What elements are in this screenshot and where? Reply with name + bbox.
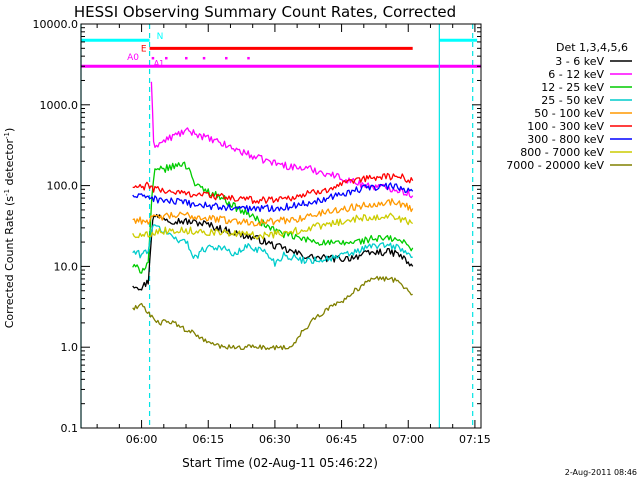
flag-label-a1: A1 — [154, 59, 165, 68]
series-lines — [132, 81, 414, 351]
y-tick-label-1: 1.0 — [61, 341, 79, 354]
x-tick-label-2: 06:30 — [259, 433, 291, 446]
series-line-6 — [132, 182, 414, 213]
flag-marker-a1-4 — [225, 56, 228, 60]
flag-label-a0: A0 — [127, 53, 139, 63]
vertical-markers — [80, 24, 474, 428]
flag-marker-a1-2 — [185, 56, 188, 60]
series-line-3 — [132, 224, 413, 267]
footer-date: 2-Aug-2011 08:46 — [565, 468, 637, 477]
x-axis-label: Start Time (02-Aug-11 05:46:22) — [182, 456, 378, 470]
x-tick-label-1: 06:15 — [192, 433, 224, 446]
y-axis-label-sup1: -1 — [3, 189, 11, 196]
y-axis-label-part2: detector — [3, 139, 16, 189]
series-line-5 — [132, 172, 414, 205]
x-tick-label-5: 07:15 — [459, 433, 491, 446]
flag-marker-a1-1 — [165, 56, 168, 60]
x-tick-label-0: 06:00 — [126, 433, 158, 446]
legend-label-5: 100 - 300 keV — [527, 120, 604, 133]
y-axis-label-part1: Corrected Count Rate (s — [3, 196, 16, 329]
series-line-2 — [132, 161, 414, 274]
y-axis-label: Corrected Count Rate (s-1 detector-1) — [3, 128, 16, 329]
legend-label-0: 3 - 6 keV — [555, 55, 604, 68]
y-tick-label-5: 10000.0 — [33, 18, 79, 31]
series-line-4 — [132, 198, 414, 227]
series-line-0 — [132, 213, 414, 291]
axes: 06:00 06:15 06:30 06:45 07:00 07:15 0.1 1.0 10.0… — [33, 18, 491, 446]
x-tick-label-4: 07:00 — [392, 433, 424, 446]
flag-marker-a1-0 — [151, 56, 155, 60]
flag-marker-a1-5 — [247, 56, 250, 60]
x-tick-label-3: 06:45 — [326, 433, 358, 446]
chart-title: HESSI Observing Summary Count Rates, Cor… — [74, 3, 456, 21]
legend-label-3: 25 - 50 keV — [541, 94, 604, 107]
y-axis-label-sup2: -1 — [3, 132, 11, 139]
flag-label-n: N — [157, 32, 164, 42]
legend-title: Det 1,3,4,5,6 — [556, 41, 628, 54]
flag-marker-a1-3 — [202, 56, 206, 60]
y-tick-label-2: 10.0 — [54, 260, 79, 273]
y-tick-label-3: 100.0 — [47, 180, 79, 193]
plot-frame — [80, 23, 482, 429]
legend-label-6: 300 - 800 keV — [527, 133, 604, 146]
series-line-1 — [150, 81, 414, 199]
flag-label-e: E — [141, 44, 147, 54]
y-tick-label-0: 0.1 — [61, 422, 79, 435]
legend-label-2: 12 - 25 keV — [541, 81, 604, 94]
series-line-8 — [132, 275, 413, 351]
legend-label-4: 50 - 100 keV — [534, 107, 604, 120]
legend-label-7: 800 - 7000 keV — [520, 146, 604, 159]
legend-label-1: 6 - 12 keV — [548, 68, 604, 81]
legend-label-8: 7000 - 20000 keV — [506, 159, 604, 172]
y-tick-label-4: 1000.0 — [40, 99, 79, 112]
series-line-7 — [132, 212, 414, 240]
y-axis-label-part3: ) — [3, 128, 16, 132]
